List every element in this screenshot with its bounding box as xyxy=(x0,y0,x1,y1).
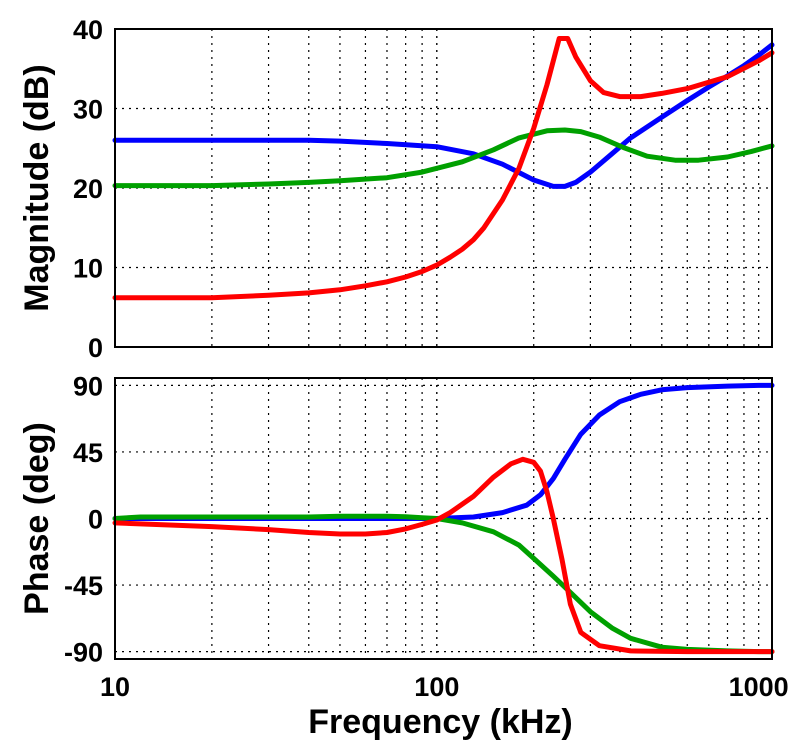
magnitude-series-blue xyxy=(112,42,775,189)
phase-ytick-label: 90 xyxy=(73,371,103,401)
magnitude-ytick-label: 10 xyxy=(73,254,103,284)
magnitude-panel: 0 10 20 30 40 Magnitude (dB) xyxy=(18,15,775,363)
magnitude-ytick-label: 0 xyxy=(88,333,103,363)
phase-ylabel: Phase (deg) xyxy=(18,422,56,615)
phase-ytick-label: -90 xyxy=(64,638,103,668)
magnitude-series-red xyxy=(112,36,775,301)
magnitude-ytick-label: 30 xyxy=(73,95,103,125)
phase-series-green xyxy=(112,513,775,655)
phase-axes-frame xyxy=(114,377,773,660)
magnitude-ytick-label: 40 xyxy=(73,15,103,45)
magnitude-ylabel: Magnitude (dB) xyxy=(18,64,56,311)
phase-ytick-label: -45 xyxy=(64,571,103,601)
phase-xtick-label: 10 xyxy=(100,672,130,702)
phase-panel: -90 -45 0 45 90 Phase (deg) 10 100 1000 Frequency… xyxy=(18,371,789,741)
phase-ytick-label: 0 xyxy=(88,505,103,535)
phase-xtick-label: 1000 xyxy=(729,672,789,702)
magnitude-series-green xyxy=(112,127,775,189)
magnitude-axes-frame xyxy=(114,28,773,348)
phase-ytick-label: 45 xyxy=(73,438,103,468)
phase-xlabel: Frequency (kHz) xyxy=(308,703,573,741)
magnitude-ytick-label: 20 xyxy=(73,174,103,204)
phase-series-red xyxy=(112,456,775,655)
phase-xtick-label: 100 xyxy=(414,672,459,702)
